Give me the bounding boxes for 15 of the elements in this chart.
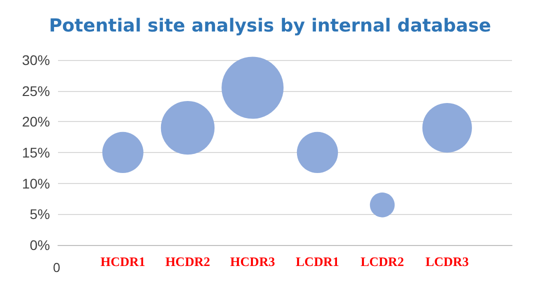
y-tick-label: 20%	[22, 114, 50, 130]
y-tick-label: 10%	[22, 175, 50, 192]
y-tick-label: 25%	[22, 82, 50, 99]
y-tick-label: 5%	[30, 206, 50, 222]
x-tick-label: HCDR3	[230, 254, 276, 269]
x-tick-label: HCDR1	[100, 254, 146, 269]
y-tick-label: 15%	[22, 144, 50, 160]
x-tick-label: LCDR3	[425, 254, 470, 269]
y-tick-label: 30%	[22, 52, 50, 68]
x-tick-label: LCDR2	[360, 254, 404, 269]
x-tick-label: LCDR1	[296, 254, 340, 269]
chart-title: Potential site analysis by internal database	[48, 16, 492, 36]
x-tick-label: HCDR2	[165, 254, 210, 269]
y-tick-label: 0%	[30, 237, 50, 253]
text: 0	[53, 260, 60, 275]
